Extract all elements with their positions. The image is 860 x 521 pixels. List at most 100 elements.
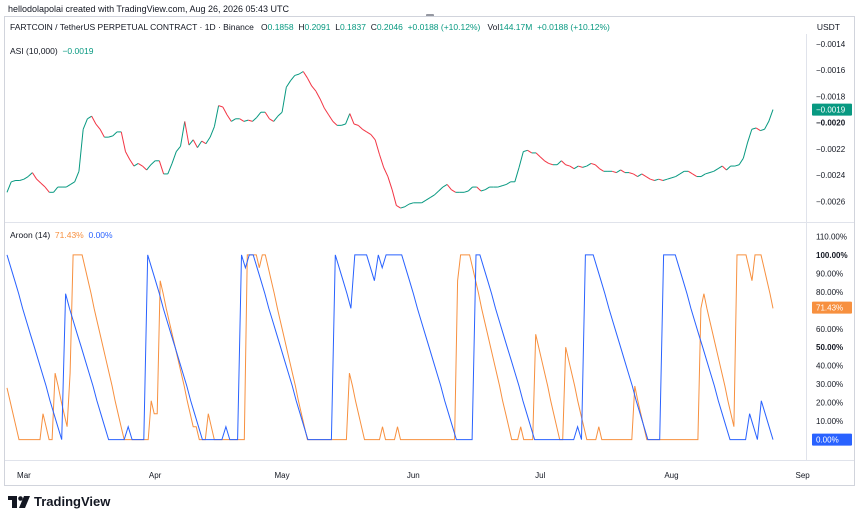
symbol-name[interactable]: FARTCOIN / TetherUS PERPETUAL CONTRACT ·… — [10, 22, 254, 32]
asi-segment — [612, 170, 617, 174]
symbol-info-line: FARTCOIN / TetherUS PERPETUAL CONTRACT ·… — [10, 22, 610, 32]
asi-segment — [425, 197, 431, 201]
asi-segment — [243, 119, 249, 122]
asi-tick-label: −0.0024 — [816, 171, 846, 180]
asi-legend[interactable]: ASI (10,000) −0.0019 — [10, 46, 93, 56]
asi-segment — [374, 139, 380, 155]
currency-unit[interactable]: USDT — [816, 22, 840, 32]
asi-segment — [112, 131, 118, 137]
asi-segment — [573, 165, 579, 170]
asi-segment — [142, 165, 147, 171]
asi-segment — [248, 119, 253, 122]
asi-segment — [700, 173, 706, 177]
asi-segment — [197, 140, 203, 148]
asi-segment — [201, 140, 207, 145]
high-label: H — [298, 22, 305, 32]
asi-segment — [290, 75, 296, 82]
pane-separator[interactable] — [5, 222, 854, 223]
asi-segment — [328, 114, 334, 122]
asi-segment — [294, 73, 300, 76]
asi-segment — [146, 164, 152, 171]
asi-segment — [137, 162, 143, 167]
asi-segment — [256, 111, 262, 118]
aroon-legend[interactable]: Aroon (14) 71.43% 0.00% — [10, 230, 113, 240]
aroon-tick-label: 60.00% — [816, 325, 843, 334]
asi-segment — [548, 162, 554, 166]
asi-segment — [645, 176, 651, 180]
asi-segment — [23, 176, 29, 180]
asi-segment — [641, 173, 647, 177]
asi-segment — [667, 177, 672, 180]
asi-segment — [734, 164, 740, 167]
time-axis-separator — [5, 460, 854, 461]
asi-segment — [99, 129, 105, 138]
asi-tick-label: −0.0014 — [816, 40, 846, 49]
asi-segment — [764, 121, 770, 130]
asi-segment — [751, 127, 757, 130]
asi-segment — [688, 170, 693, 175]
asi-segment — [31, 172, 38, 180]
asi-segment — [332, 121, 338, 126]
asi-segment — [400, 206, 405, 209]
aroon-down-badge — [812, 433, 852, 446]
asi-segment — [281, 87, 287, 113]
asi-segment — [502, 183, 507, 187]
asi-segment — [65, 184, 71, 188]
asi-segment — [226, 114, 232, 122]
asi-segment — [747, 129, 753, 143]
asi-segment — [315, 90, 321, 100]
asi-segment — [662, 178, 668, 181]
asi-segment — [671, 176, 676, 179]
asi-segment — [366, 131, 372, 135]
asi-segment — [353, 123, 359, 126]
aroon-tick-label: 80.00% — [816, 288, 843, 297]
close-value: 0.2046 — [376, 22, 403, 32]
asi-segment — [362, 128, 367, 133]
asi-segment — [120, 131, 126, 152]
low-value: 0.1837 — [339, 22, 366, 32]
volume-value: 144.17M — [499, 22, 533, 32]
asi-segment — [442, 184, 448, 188]
asi-segment — [717, 165, 723, 170]
asi-segment — [311, 85, 317, 92]
asi-segment — [561, 160, 566, 166]
asi-segment — [556, 160, 562, 166]
asi-segment — [158, 160, 165, 175]
asi-segment — [19, 178, 25, 181]
asi-segment — [594, 164, 600, 170]
asi-segment — [180, 121, 186, 147]
asi-segment — [467, 186, 473, 192]
aroon-tick-label: 110.00% — [816, 232, 847, 241]
asi-segment — [599, 168, 604, 172]
asi-segment — [78, 129, 84, 172]
asi-segment — [438, 186, 444, 192]
aroon-up-line — [6, 254, 774, 441]
asi-segment — [544, 160, 549, 164]
aroon-legend-up: 71.43% — [54, 230, 84, 240]
asi-segment — [95, 123, 101, 130]
asi-segment — [36, 178, 42, 184]
asi-segment — [222, 106, 228, 116]
volume-change-value: +0.0188 (+10.12%) — [537, 22, 610, 32]
asi-segment — [755, 127, 761, 132]
asi-segment — [451, 189, 456, 193]
drag-handle-icon[interactable] — [426, 14, 434, 17]
asi-segment — [590, 162, 596, 166]
asi-segment — [269, 118, 274, 122]
asi-segment — [27, 172, 33, 177]
asi-segment — [514, 167, 520, 182]
asi-segment — [713, 168, 719, 172]
asi-segment — [497, 185, 503, 188]
asi-segment — [345, 113, 351, 125]
asi-segment — [252, 117, 258, 122]
asi-last-value-badge — [812, 103, 852, 116]
asi-segment — [188, 139, 194, 146]
asi-segment — [171, 151, 177, 164]
price-axis-separator — [806, 34, 807, 460]
asi-segment — [205, 136, 211, 144]
asi-segment — [569, 165, 575, 170]
asi-segment — [709, 170, 714, 174]
asi-segment — [768, 109, 774, 122]
x-axis-month-label: May — [275, 471, 290, 480]
